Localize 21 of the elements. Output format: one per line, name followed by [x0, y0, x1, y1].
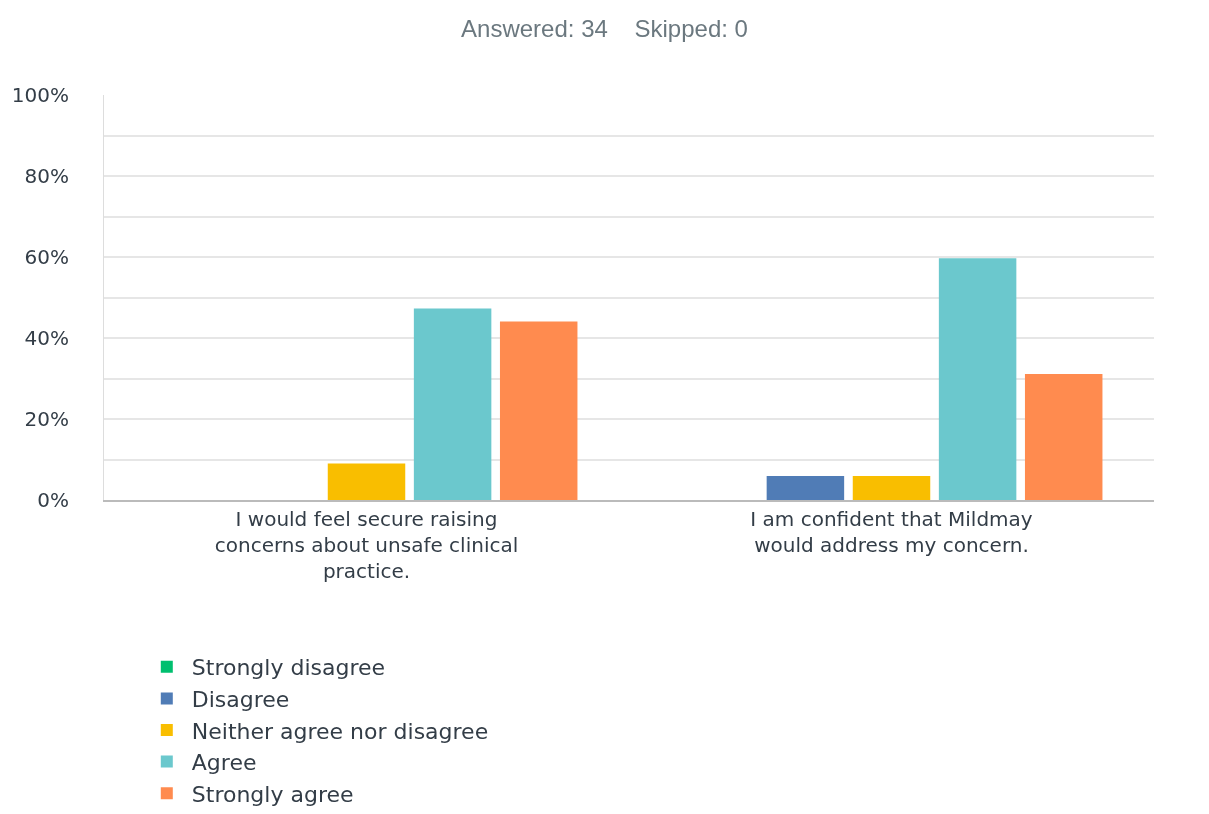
bar	[852, 476, 931, 500]
bar	[1024, 374, 1103, 500]
y-tick-label: 100%	[11, 83, 69, 107]
y-tick-label: 20%	[24, 407, 69, 431]
bar	[938, 258, 1017, 500]
x-tick-label: I am confident that Mildmay would address my concern.	[750, 507, 1033, 557]
legend-label: Strongly disagree	[191, 655, 386, 681]
chart-title: Answered: 34 Skipped: 0	[461, 15, 748, 43]
bar	[766, 476, 845, 500]
y-tick-label: 80%	[24, 164, 69, 188]
y-tick-label: 0%	[37, 488, 69, 512]
y-tick-label: 60%	[24, 245, 69, 269]
legend-label: Strongly agree	[191, 781, 354, 807]
bar	[413, 308, 492, 500]
legend-label: Disagree	[191, 686, 290, 712]
legend-label: Neither agree nor disagree	[191, 718, 489, 744]
bar	[327, 463, 406, 500]
x-tick-label: I would feel secure raising concerns about unsafe clinical practice.	[214, 507, 519, 583]
y-tick-label: 40%	[24, 326, 69, 350]
legend-label: Agree	[191, 750, 257, 776]
bar	[499, 321, 578, 500]
